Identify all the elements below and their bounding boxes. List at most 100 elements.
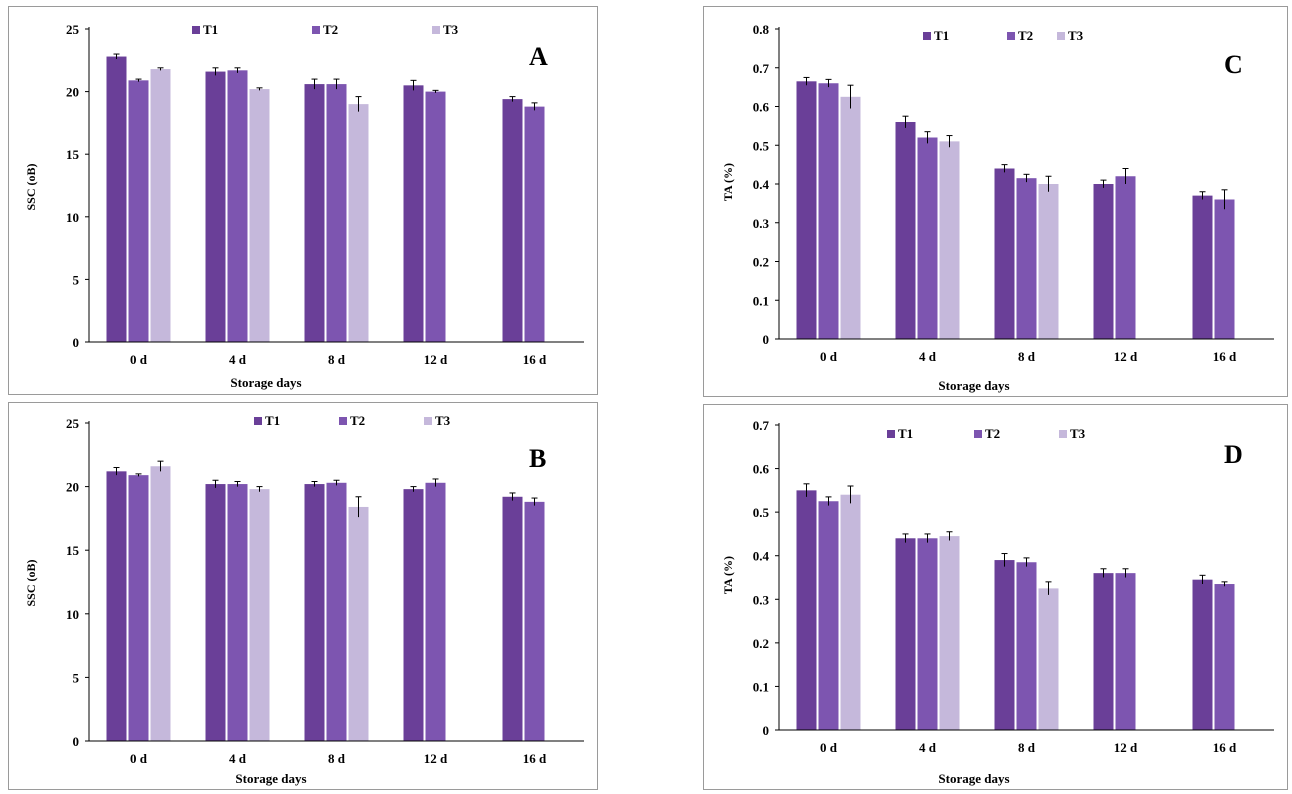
y-tick-label: 0.2 [753, 255, 769, 270]
bar-t1 [304, 84, 325, 342]
x-axis-title: Storage days [938, 378, 1009, 393]
legend-label: T3 [1070, 426, 1086, 441]
bar-t1 [796, 490, 817, 730]
y-tick-label: 0.7 [753, 61, 770, 76]
y-axis-title: TA (%) [721, 163, 735, 201]
x-tick-label: 16 d [1213, 740, 1237, 755]
y-tick-label: 0.8 [753, 22, 770, 37]
panel-letter: A [529, 42, 548, 71]
bar-t3 [249, 89, 270, 342]
panel-letter: C [1224, 50, 1243, 79]
legend-swatch [424, 417, 432, 425]
y-tick-label: 0.1 [753, 679, 769, 694]
legend-swatch [1057, 32, 1065, 40]
bar-t1 [106, 56, 127, 342]
bar-t2 [1016, 562, 1037, 730]
panel-letter: B [529, 444, 546, 473]
bar-t3 [150, 466, 171, 741]
legend-label: T3 [1068, 28, 1084, 43]
bar-t1 [205, 484, 226, 741]
legend-swatch [1059, 430, 1067, 438]
y-tick-label: 0.3 [753, 216, 770, 231]
bar-t3 [249, 489, 270, 741]
bar-t2 [326, 482, 347, 741]
x-tick-label: 8 d [328, 352, 346, 367]
y-tick-label: 25 [66, 22, 80, 37]
y-tick-label: 0.2 [753, 636, 769, 651]
bar-t2 [128, 80, 149, 342]
y-tick-label: 0.1 [753, 293, 769, 308]
x-tick-label: 8 d [1018, 740, 1036, 755]
x-tick-label: 12 d [424, 751, 448, 766]
bar-t1 [994, 168, 1015, 339]
bar-t1 [106, 471, 127, 741]
legend-swatch [432, 26, 440, 34]
y-tick-label: 20 [66, 480, 79, 495]
bar-t3 [840, 96, 861, 339]
x-tick-label: 16 d [1213, 349, 1237, 364]
bar-t2 [818, 83, 839, 339]
y-tick-label: 0 [763, 723, 770, 738]
bar-t2 [1214, 584, 1235, 730]
y-tick-label: 0.7 [753, 418, 770, 433]
x-tick-label: 0 d [130, 751, 148, 766]
bar-t2 [1016, 178, 1037, 339]
legend-swatch [1007, 32, 1015, 40]
bar-t2 [128, 475, 149, 741]
bar-t2 [227, 70, 248, 343]
legend-label: T1 [265, 413, 280, 428]
legend-swatch [887, 430, 895, 438]
x-tick-label: 4 d [229, 352, 247, 367]
x-tick-label: 4 d [229, 751, 247, 766]
bar-t1 [1192, 195, 1213, 339]
bar-t1 [895, 538, 916, 730]
y-tick-label: 0.4 [753, 549, 770, 564]
y-tick-label: 5 [73, 272, 80, 287]
bar-t1 [994, 560, 1015, 730]
bar-t1 [796, 81, 817, 339]
bar-t2 [1115, 573, 1136, 730]
legend-swatch [312, 26, 320, 34]
bar-t1 [895, 122, 916, 339]
legend-label: T3 [435, 413, 451, 428]
bar-t2 [1214, 199, 1235, 339]
x-tick-label: 16 d [523, 751, 547, 766]
bar-t3 [939, 536, 960, 730]
bar-t2 [425, 91, 446, 342]
bar-t1 [403, 489, 424, 741]
x-tick-label: 0 d [820, 349, 838, 364]
x-tick-label: 12 d [1114, 349, 1138, 364]
legend-label: T1 [898, 426, 913, 441]
bar-t1 [403, 85, 424, 342]
bar-t3 [150, 69, 171, 342]
y-tick-label: 0 [763, 332, 770, 347]
y-axis-title: SSC (oB) [24, 163, 38, 210]
x-tick-label: 8 d [328, 751, 346, 766]
legend-label: T3 [443, 22, 459, 37]
legend-swatch [339, 417, 347, 425]
legend-swatch [974, 430, 982, 438]
x-tick-label: 4 d [919, 740, 937, 755]
bar-t2 [425, 482, 446, 741]
bar-t3 [348, 104, 369, 343]
legend-label: T1 [203, 22, 218, 37]
legend-label: T2 [323, 22, 338, 37]
legend-label: T1 [934, 28, 949, 43]
bar-t2 [917, 137, 938, 339]
bar-t2 [524, 501, 545, 741]
legend-label: T2 [350, 413, 365, 428]
x-tick-label: 0 d [820, 740, 838, 755]
y-tick-label: 0 [73, 734, 80, 749]
x-tick-label: 8 d [1018, 349, 1036, 364]
bar-t3 [1038, 588, 1059, 730]
y-tick-label: 15 [66, 147, 80, 162]
bar-t2 [227, 484, 248, 741]
y-tick-label: 0.5 [753, 505, 770, 520]
bar-t1 [502, 496, 523, 741]
legend-swatch [254, 417, 262, 425]
legend-swatch [923, 32, 931, 40]
y-tick-label: 20 [66, 85, 79, 100]
legend-label: T2 [985, 426, 1000, 441]
chart-panel-a: 0 5 10 15 20 25 0 d 4 d 8 d 12 d 16 d T1 T2 T3 A SSC (o… [8, 6, 598, 395]
legend-label: T2 [1018, 28, 1033, 43]
